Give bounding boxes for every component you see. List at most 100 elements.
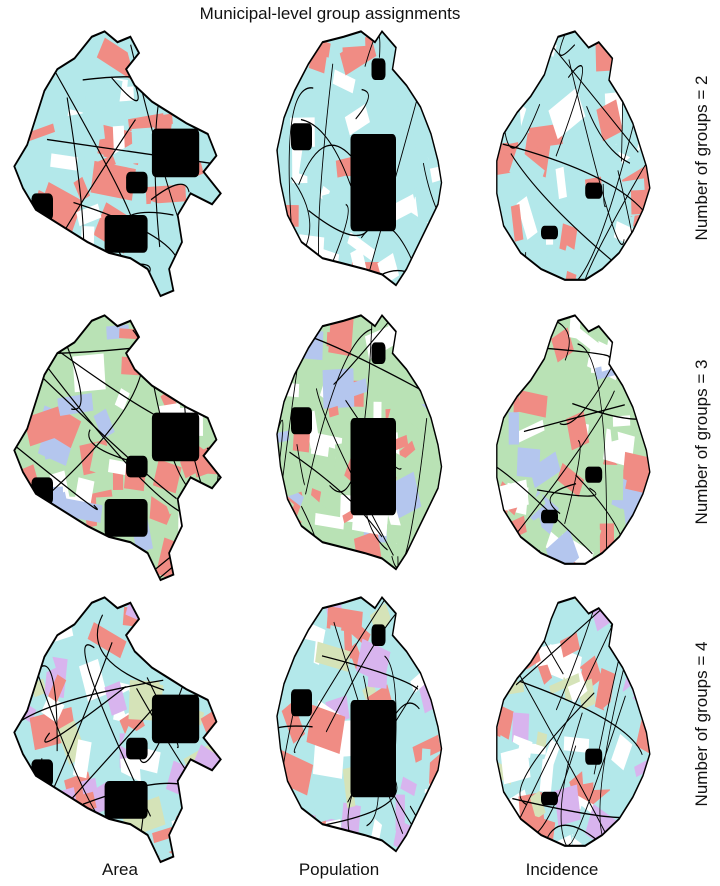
boundary-line [519, 680, 643, 756]
municipality-patch [36, 565, 60, 578]
municipality-patch [188, 372, 221, 401]
municipality-patch [34, 266, 64, 292]
municipality-patch [334, 442, 347, 472]
municipality-patch [506, 323, 530, 364]
municipality-patch [500, 745, 531, 785]
municipality-patch [79, 658, 107, 702]
municipality-patch [645, 774, 650, 791]
municipality-patch [57, 392, 94, 417]
municipality-patch [148, 48, 174, 86]
municipality-patch [503, 53, 527, 90]
municipality-patch [651, 494, 684, 514]
municipality-patch [597, 464, 624, 501]
municipality-patch [342, 767, 356, 809]
boundary-line [44, 685, 127, 743]
boundary-line [300, 118, 353, 191]
municipality-patch [186, 315, 221, 359]
country-outline [496, 314, 651, 565]
municipality-patch [611, 733, 633, 771]
map-panel-incidence-row2 [490, 310, 660, 580]
municipality-patch [339, 33, 377, 76]
municipality-patch [294, 329, 324, 361]
municipality-patch [215, 602, 221, 632]
municipality-patch [638, 317, 650, 343]
municipality-patch [554, 784, 581, 827]
no-data-region [151, 694, 200, 744]
municipality-patch [286, 635, 316, 676]
municipality-patch [367, 672, 388, 689]
country-outline [496, 596, 651, 847]
country-outline [13, 596, 222, 864]
municipality-patch [429, 602, 442, 654]
municipality-patch [296, 830, 330, 851]
boundary-line [384, 655, 397, 767]
municipality-patches [14, 597, 221, 862]
municipality-patch [424, 76, 442, 120]
municipality-patch [41, 694, 65, 724]
no-data-region [104, 499, 148, 537]
municipality-patch [617, 244, 648, 280]
municipality-patch [430, 597, 442, 611]
boundary-line [62, 263, 151, 286]
map-panel-area-row3 [10, 592, 225, 864]
municipality-patch [339, 284, 360, 286]
municipality-patch [566, 184, 584, 213]
municipality-patch [652, 174, 675, 192]
municipality-patch [299, 32, 315, 60]
municipality-patch [583, 275, 602, 280]
municipality-patch [650, 149, 665, 168]
municipality-patch [397, 35, 430, 81]
municipality-patch [193, 472, 221, 508]
municipality-patch [510, 204, 524, 242]
municipality-patch [199, 655, 221, 692]
municipality-patch [405, 397, 441, 442]
municipality-patch [400, 776, 417, 797]
municipality-patch [420, 748, 431, 790]
municipality-patch [529, 790, 546, 820]
no-data-region [350, 134, 396, 232]
municipality-patch [277, 430, 290, 443]
municipality-patch [419, 807, 442, 851]
boundary-line [577, 343, 607, 564]
no-data-region [585, 748, 603, 765]
municipality-patch [658, 61, 688, 105]
municipality-patch [642, 112, 650, 139]
municipality-patch [14, 527, 48, 559]
municipality-patch [622, 823, 649, 845]
row-label-groups-4: Number of groups = 4 [692, 641, 711, 807]
municipality-patch [431, 616, 442, 633]
municipality-patch [181, 206, 215, 251]
municipality-patch [137, 321, 165, 341]
municipality-patch [629, 599, 650, 652]
no-data-region [291, 407, 312, 435]
boundary-line [288, 87, 314, 238]
municipality-patch [514, 315, 541, 358]
municipality-patch [639, 552, 650, 564]
municipality-patch [175, 368, 205, 402]
municipality-patch [494, 570, 505, 588]
map-area-row2 [13, 314, 222, 582]
municipality-patch [498, 479, 529, 512]
municipality-patch [286, 276, 315, 286]
municipality-patch [14, 100, 32, 124]
municipality-patch [28, 68, 52, 83]
boundary-line [296, 444, 306, 486]
municipality-patch [277, 281, 302, 286]
boundary-line [504, 103, 541, 149]
municipality-patch [214, 131, 221, 151]
municipality-patch [393, 315, 422, 349]
municipality-patch [640, 315, 650, 348]
municipality-patch [615, 331, 630, 345]
municipality-patch [163, 31, 211, 66]
map-incidence-row2 [496, 314, 651, 565]
municipality-patch [438, 469, 442, 507]
row-label-groups-2: Number of groups = 2 [692, 75, 711, 241]
municipality-patch [548, 87, 586, 140]
boundary-line [321, 655, 419, 690]
municipality-patch [200, 319, 221, 358]
municipality-patch [649, 195, 650, 222]
municipality-patch [410, 547, 430, 570]
map-area-row3 [13, 596, 222, 864]
municipality-patch [503, 271, 535, 280]
municipality-patch [503, 53, 530, 68]
